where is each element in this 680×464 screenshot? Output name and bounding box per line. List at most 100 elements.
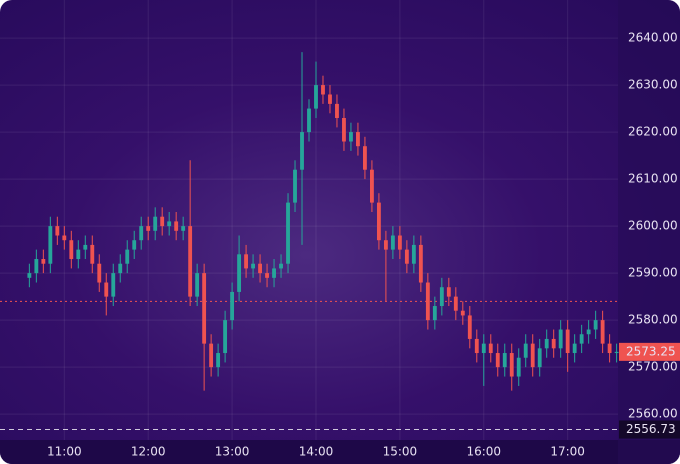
y-tick-label: 2570.00 xyxy=(628,360,678,374)
candle-body xyxy=(62,235,67,241)
candle-body xyxy=(209,343,214,368)
candle-body xyxy=(118,263,123,274)
candle-body xyxy=(579,334,584,344)
candle-body xyxy=(544,338,549,349)
y-tick-label: 2600.00 xyxy=(628,219,678,233)
candle-body xyxy=(537,348,542,368)
candle-body xyxy=(27,273,32,278)
candle-body xyxy=(376,202,381,241)
candle-body xyxy=(230,291,235,321)
candle-body xyxy=(76,249,81,260)
candle-body xyxy=(460,310,465,316)
candle-body xyxy=(111,273,116,297)
candle-body xyxy=(188,226,193,297)
candle-body xyxy=(397,235,402,250)
candle-body xyxy=(286,202,290,264)
candle-body xyxy=(34,259,39,274)
candle-body xyxy=(565,329,570,354)
last-price-badge xyxy=(619,342,680,361)
candle-body xyxy=(495,353,500,368)
candle-body xyxy=(383,240,388,250)
candle-body xyxy=(90,244,95,264)
x-tick-label: 12:00 xyxy=(131,445,166,459)
x-tick-label: 13:00 xyxy=(215,445,250,459)
y-tick-label: 2620.00 xyxy=(628,125,678,139)
candle-body xyxy=(139,226,144,241)
candle-body xyxy=(481,343,486,354)
candle-body xyxy=(509,353,514,377)
candle-body xyxy=(607,343,612,354)
candle-body xyxy=(244,254,249,269)
x-tick-label: 11:00 xyxy=(47,445,82,459)
candle-body xyxy=(125,249,130,264)
candle-body xyxy=(356,132,360,147)
candle-body xyxy=(195,273,200,297)
candle-body xyxy=(551,338,556,349)
candle-body xyxy=(411,244,416,264)
candle-body xyxy=(439,287,444,307)
candle-body xyxy=(390,235,395,250)
candle-body xyxy=(272,268,276,278)
candle-body xyxy=(146,226,151,231)
candle-body xyxy=(404,249,409,264)
candle-body xyxy=(69,240,74,260)
candle-body xyxy=(279,263,283,269)
candle-body xyxy=(174,221,179,231)
y-tick-label: 2590.00 xyxy=(628,266,678,280)
candle-body xyxy=(55,226,60,236)
x-tick-label: 15:00 xyxy=(383,445,418,459)
x-tick-label: 14:00 xyxy=(299,445,334,459)
candle-body xyxy=(600,320,605,344)
candle-body xyxy=(363,146,367,170)
candle-body xyxy=(48,226,53,264)
candle-body xyxy=(425,282,430,321)
candle-body xyxy=(432,306,437,321)
marker-badge xyxy=(619,420,680,439)
candle-body xyxy=(453,296,458,311)
candle-body xyxy=(167,221,172,227)
y-tick-label: 2640.00 xyxy=(628,31,678,45)
candle-body xyxy=(523,343,528,358)
candle-body xyxy=(258,263,262,274)
candle-body xyxy=(300,132,304,170)
candle-body xyxy=(572,343,577,354)
price-axis-band xyxy=(618,0,680,464)
candle-body xyxy=(132,240,137,250)
candle-body xyxy=(321,85,325,95)
candle-body xyxy=(307,108,311,133)
candle-body xyxy=(223,320,228,354)
candle-body xyxy=(216,353,221,368)
candle-body xyxy=(328,94,332,104)
candle-body xyxy=(446,287,451,297)
candle-body xyxy=(153,216,158,231)
candle-body xyxy=(97,263,102,283)
candle-body xyxy=(614,351,619,354)
candle-body xyxy=(502,353,507,368)
marker-label: 2556.73 xyxy=(626,422,676,436)
y-tick-label: 2630.00 xyxy=(628,78,678,92)
y-tick-label: 2610.00 xyxy=(628,172,678,186)
y-tick-label: 2560.00 xyxy=(628,407,678,421)
time-axis-band xyxy=(0,440,680,464)
candle-body xyxy=(202,273,207,344)
candle-body xyxy=(160,216,165,227)
candle-body xyxy=(488,343,493,354)
candle-body xyxy=(314,85,318,109)
candle-body xyxy=(293,169,297,203)
candle-body xyxy=(586,329,591,335)
candle-body xyxy=(181,226,186,231)
candle-body xyxy=(530,343,535,368)
x-tick-label: 16:00 xyxy=(466,445,501,459)
last-price-label: 2573.25 xyxy=(626,344,676,358)
candle-body xyxy=(467,315,472,339)
candle-body xyxy=(418,244,423,283)
candle-body xyxy=(558,329,563,349)
candle-body xyxy=(342,117,346,142)
candle-body xyxy=(349,132,353,142)
candle-body xyxy=(474,338,479,354)
candle-body xyxy=(83,244,88,250)
y-tick-label: 2580.00 xyxy=(628,313,678,327)
candle-body xyxy=(335,103,339,118)
